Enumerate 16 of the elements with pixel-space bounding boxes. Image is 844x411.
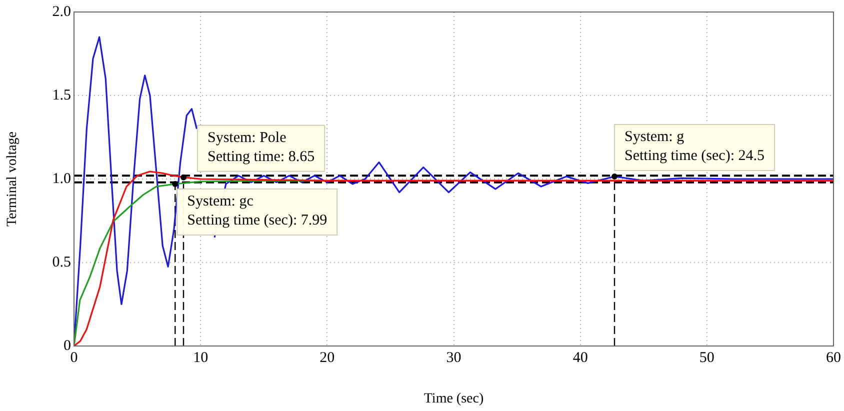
x-axis-title: Time (sec) <box>424 391 484 406</box>
x-tick-label: 50 <box>699 350 714 366</box>
y-tick-label: 1.5 <box>52 87 71 104</box>
x-tick-label: 30 <box>446 350 462 366</box>
x-tick-label: 20 <box>320 350 335 366</box>
y-tick-label: 0.5 <box>52 254 71 270</box>
x-tick-label: 60 <box>826 350 841 366</box>
x-tick-label: 10 <box>193 350 208 366</box>
y-tick-label: 1.0 <box>52 170 71 187</box>
x-tick-label: 40 <box>572 350 588 366</box>
annotation: System: g Setting time (sec): 24.5 <box>624 128 764 164</box>
y-axis-title: Terminal voltage <box>5 131 20 227</box>
annotation: System: gc Setting time (sec): 7.99 <box>187 193 328 228</box>
y-tick-label: 0 <box>64 338 71 354</box>
annotation: System: Pole Setting time: 8.65 <box>207 130 315 165</box>
y-tick-label: 2.0 <box>52 4 71 20</box>
